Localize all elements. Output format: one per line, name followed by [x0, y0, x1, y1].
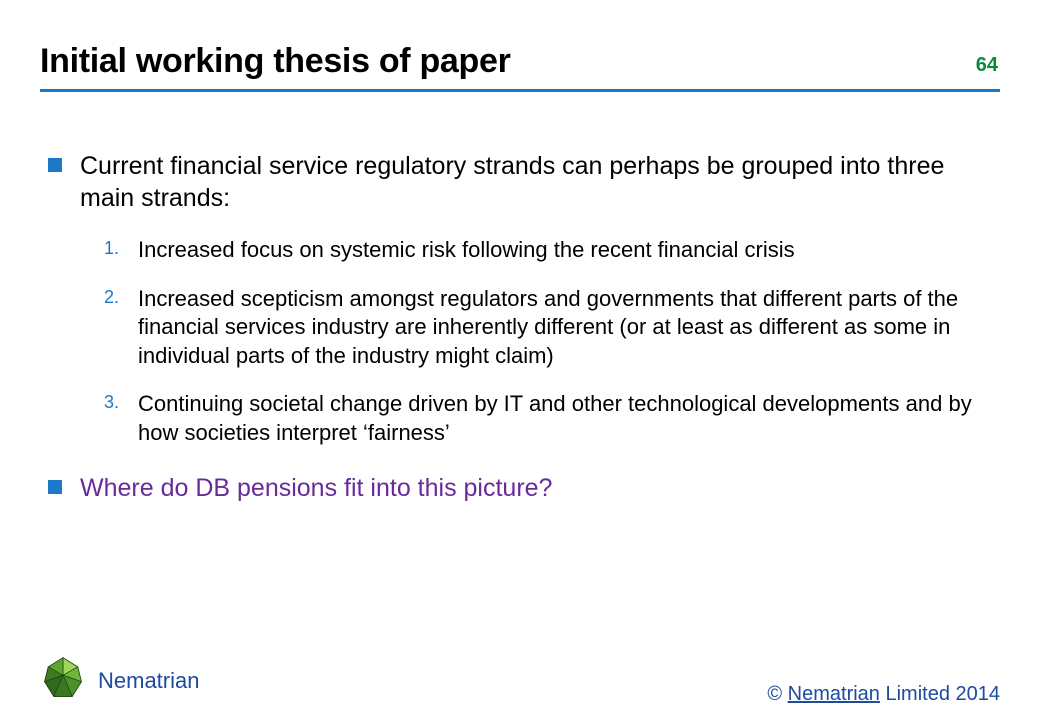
brand: Nematrian — [40, 655, 199, 706]
list-item: 2. Increased scepticism amongst regulato… — [104, 285, 992, 371]
slide-header: Initial working thesis of paper 64 — [0, 0, 1040, 92]
list-text: Continuing societal change driven by IT … — [138, 390, 992, 447]
numbered-list: 1. Increased focus on systemic risk foll… — [104, 236, 992, 448]
list-text: Increased scepticism amongst regulators … — [138, 285, 992, 371]
bullet-text-highlight: Where do DB pensions fit into this pictu… — [80, 472, 552, 504]
bullet-item: Current financial service regulatory str… — [48, 150, 992, 214]
slide-title: Initial working thesis of paper — [40, 42, 511, 81]
list-number: 3. — [104, 390, 138, 413]
bullet-text: Current financial service regulatory str… — [80, 150, 992, 214]
copyright: © Nematrian Limited 2014 — [767, 683, 1000, 706]
copyright-suffix: Limited 2014 — [880, 683, 1000, 705]
header-row: Initial working thesis of paper 64 — [40, 42, 1000, 81]
list-number: 1. — [104, 236, 138, 259]
copyright-link[interactable]: Nematrian — [788, 683, 880, 705]
slide-footer: Nematrian © Nematrian Limited 2014 — [0, 655, 1040, 706]
list-item: 1. Increased focus on systemic risk foll… — [104, 236, 992, 265]
square-bullet-icon — [48, 158, 62, 172]
square-bullet-icon — [48, 480, 62, 494]
title-rule — [40, 89, 1000, 92]
slide-content: Current financial service regulatory str… — [0, 92, 1040, 504]
nematrian-logo-icon — [40, 655, 86, 706]
list-number: 2. — [104, 285, 138, 308]
slide: Initial working thesis of paper 64 Curre… — [0, 0, 1040, 720]
page-number: 64 — [976, 54, 1000, 81]
list-text: Increased focus on systemic risk followi… — [138, 236, 795, 265]
brand-name: Nematrian — [98, 668, 199, 694]
copyright-prefix: © — [767, 683, 787, 705]
bullet-item: Where do DB pensions fit into this pictu… — [48, 472, 992, 504]
list-item: 3. Continuing societal change driven by … — [104, 390, 992, 447]
